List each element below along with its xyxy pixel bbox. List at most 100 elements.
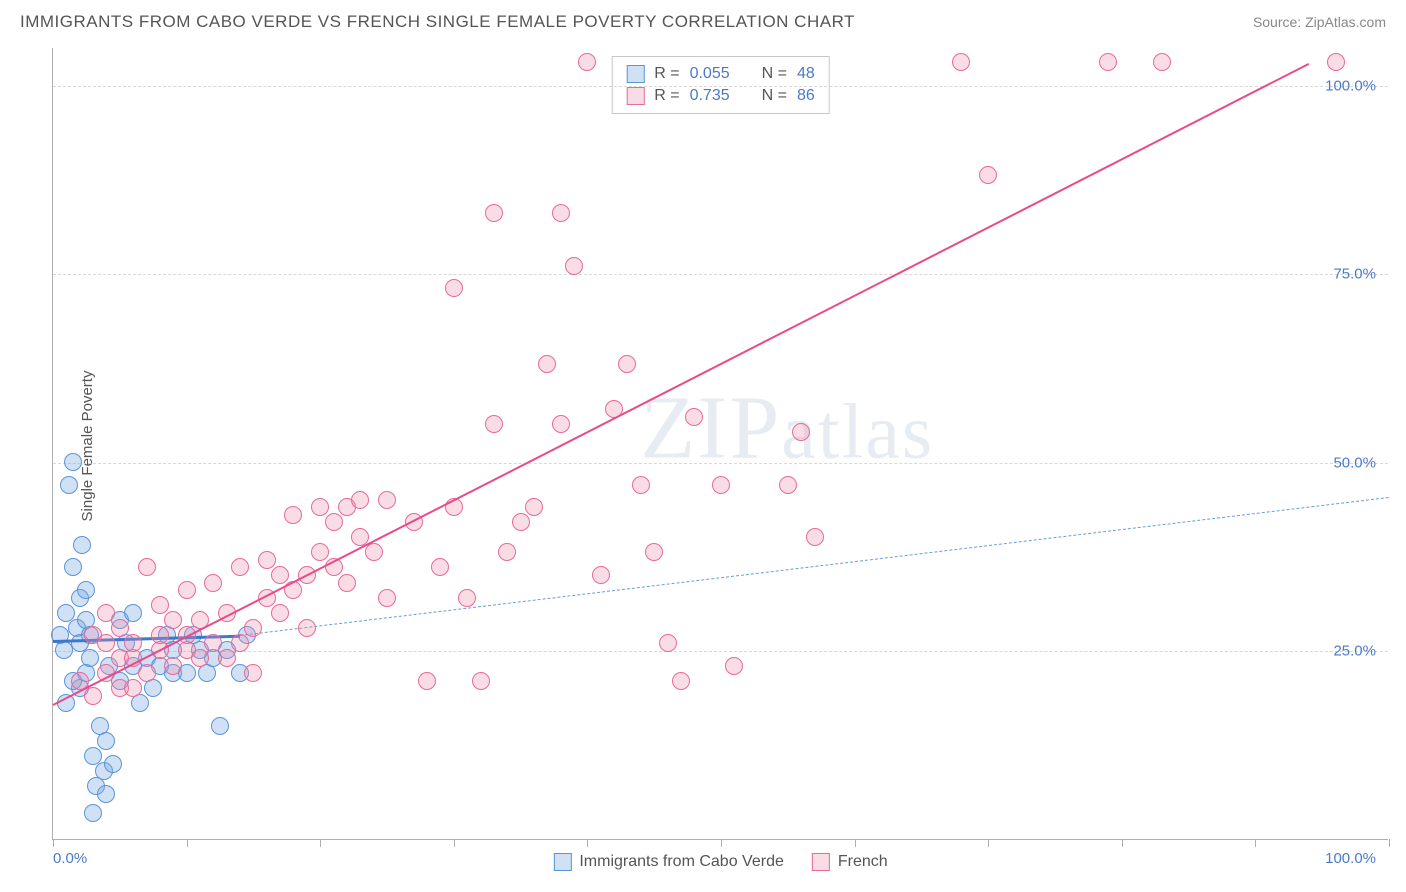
data-point xyxy=(211,717,229,735)
data-point xyxy=(445,279,463,297)
legend-label: French xyxy=(838,853,888,871)
data-point xyxy=(178,581,196,599)
legend-swatch xyxy=(626,87,644,105)
x-tick xyxy=(187,839,188,847)
y-tick-label: 25.0% xyxy=(1333,643,1376,660)
data-point xyxy=(64,453,82,471)
data-point xyxy=(952,53,970,71)
data-point xyxy=(485,204,503,222)
data-point xyxy=(204,574,222,592)
x-tick xyxy=(721,839,722,847)
legend-item: French xyxy=(812,853,888,871)
data-point xyxy=(512,513,530,531)
legend-item: Immigrants from Cabo Verde xyxy=(553,853,784,871)
y-tick-label: 100.0% xyxy=(1325,77,1376,94)
x-tick xyxy=(1255,839,1256,847)
data-point xyxy=(231,634,249,652)
data-point xyxy=(81,649,99,667)
x-tick xyxy=(454,839,455,847)
data-point xyxy=(351,491,369,509)
n-value: 48 xyxy=(797,65,815,83)
scatter-chart: ZIPatlas R =0.055N =48R =0.735N =86 Immi… xyxy=(52,48,1388,840)
source-attribution: Source: ZipAtlas.com xyxy=(1253,14,1386,30)
data-point xyxy=(712,476,730,494)
data-point xyxy=(124,604,142,622)
data-point xyxy=(104,755,122,773)
data-point xyxy=(284,506,302,524)
data-point xyxy=(458,589,476,607)
data-point xyxy=(231,558,249,576)
data-point xyxy=(672,672,690,690)
data-point xyxy=(618,355,636,373)
data-point xyxy=(325,513,343,531)
data-point xyxy=(151,626,169,644)
legend-label: Immigrants from Cabo Verde xyxy=(579,853,784,871)
data-point xyxy=(365,543,383,561)
r-label: R = xyxy=(654,65,679,83)
data-point xyxy=(578,53,596,71)
legend-swatch xyxy=(812,853,830,871)
data-point xyxy=(418,672,436,690)
data-point xyxy=(779,476,797,494)
data-point xyxy=(525,498,543,516)
data-point xyxy=(431,558,449,576)
data-point xyxy=(311,543,329,561)
data-point xyxy=(138,664,156,682)
data-point xyxy=(1153,53,1171,71)
data-point xyxy=(111,619,129,637)
data-point xyxy=(298,619,316,637)
data-point xyxy=(338,574,356,592)
x-tick xyxy=(855,839,856,847)
x-tick xyxy=(53,839,54,847)
data-point xyxy=(244,619,262,637)
data-point xyxy=(97,732,115,750)
data-point xyxy=(538,355,556,373)
data-point xyxy=(271,566,289,584)
series-legend: Immigrants from Cabo Verde French xyxy=(553,853,887,871)
x-tick xyxy=(988,839,989,847)
data-point xyxy=(97,634,115,652)
chart-title: IMMIGRANTS FROM CABO VERDE VS FRENCH SIN… xyxy=(20,12,855,32)
gridline xyxy=(53,274,1388,275)
x-tick xyxy=(587,839,588,847)
data-point xyxy=(632,476,650,494)
data-point xyxy=(552,415,570,433)
n-label: N = xyxy=(762,65,787,83)
data-point xyxy=(258,551,276,569)
stats-row: R = 0.055 N = 48 xyxy=(626,63,815,85)
data-point xyxy=(60,476,78,494)
data-point xyxy=(645,543,663,561)
data-point xyxy=(472,672,490,690)
data-point xyxy=(725,657,743,675)
data-point xyxy=(552,204,570,222)
data-point xyxy=(138,558,156,576)
data-point xyxy=(498,543,516,561)
data-point xyxy=(244,664,262,682)
r-value: 0.055 xyxy=(690,65,730,83)
data-point xyxy=(592,566,610,584)
data-point xyxy=(164,657,182,675)
data-point xyxy=(124,634,142,652)
legend-swatch xyxy=(626,65,644,83)
y-tick-label: 75.0% xyxy=(1333,266,1376,283)
gridline xyxy=(53,651,1388,652)
x-axis-min-label: 0.0% xyxy=(53,850,87,867)
data-point xyxy=(311,498,329,516)
data-point xyxy=(204,634,222,652)
data-point xyxy=(164,611,182,629)
data-point xyxy=(1099,53,1117,71)
gridline xyxy=(53,463,1388,464)
x-tick xyxy=(1122,839,1123,847)
gridline xyxy=(53,86,1388,87)
data-point xyxy=(378,491,396,509)
data-point xyxy=(271,604,289,622)
r-label: R = xyxy=(654,87,679,105)
n-value: 86 xyxy=(797,87,815,105)
legend-swatch xyxy=(553,853,571,871)
x-axis-max-label: 100.0% xyxy=(1325,850,1376,867)
data-point xyxy=(151,596,169,614)
stats-row: R =0.735N =86 xyxy=(626,85,815,107)
x-tick xyxy=(320,839,321,847)
data-point xyxy=(124,679,142,697)
data-point xyxy=(84,804,102,822)
